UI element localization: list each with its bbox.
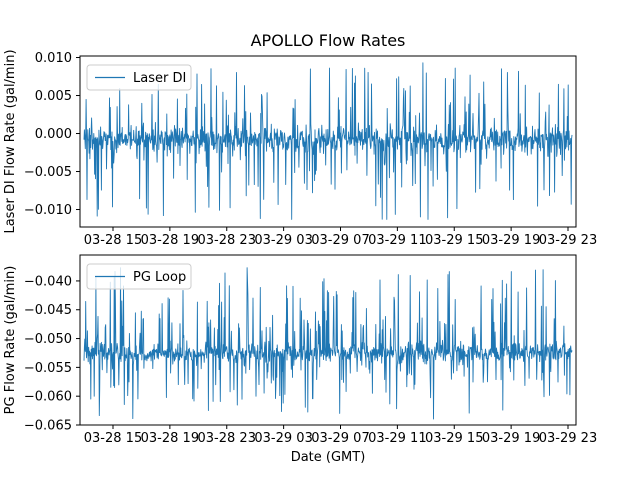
y-tick-label: −0.050 <box>24 332 72 347</box>
y-tick-label: 0.000 <box>35 127 72 142</box>
legend-pg-loop: PG Loop <box>86 263 192 290</box>
y-tick-label: 0.005 <box>35 89 72 104</box>
x-tick-label: 03-29 07 <box>311 233 369 248</box>
axes-frame <box>79 55 577 228</box>
x-tick-label: 03-29 07 <box>311 431 369 446</box>
y-tick-label: −0.045 <box>24 303 72 318</box>
x-tick-label: 03-29 15 <box>425 233 483 248</box>
y-tick-label: −0.040 <box>24 274 72 289</box>
pg-loop-series-line <box>83 267 573 420</box>
x-tick-label: 03-28 15 <box>84 431 142 446</box>
x-tick-label: 03-29 15 <box>425 431 483 446</box>
y-tick-label: −0.060 <box>24 390 72 405</box>
x-tick-label: 03-29 03 <box>254 233 312 248</box>
x-tick-label: 03-29 19 <box>482 233 540 248</box>
x-tick-label: 03-28 23 <box>198 233 256 248</box>
x-tick-label: 03-28 19 <box>141 233 199 248</box>
y-tick-label: −0.005 <box>24 165 72 180</box>
x-tick-label: 03-29 03 <box>254 431 312 446</box>
figure-title: APOLLO Flow Rates <box>251 31 406 50</box>
y-tick-label: −0.010 <box>24 203 72 218</box>
x-axis-label: Date (GMT) <box>291 450 366 465</box>
x-tick-label: 03-29 19 <box>482 431 540 446</box>
legend-laser-di: Laser DI <box>86 64 192 91</box>
legend-box <box>86 64 192 91</box>
legend-label: Laser DI <box>133 71 186 86</box>
x-tick-label: 03-29 23 <box>539 431 597 446</box>
y-axis-label: Laser DI Flow Rate (gal/min) <box>3 49 18 233</box>
legend-label: PG Loop <box>133 270 186 285</box>
y-tick-label: 0.010 <box>35 51 72 66</box>
legend-box <box>86 263 192 290</box>
x-tick-label: 03-28 19 <box>141 431 199 446</box>
x-tick-label: 03-29 11 <box>368 233 426 248</box>
y-tick-label: −0.065 <box>24 419 72 434</box>
y-axis-label: PG Flow Rate (gal/min) <box>3 266 18 415</box>
x-tick-label: 03-28 23 <box>198 431 256 446</box>
x-tick-label: 03-29 11 <box>368 431 426 446</box>
laser-di-series-line <box>83 62 573 220</box>
x-tick-label: 03-29 23 <box>539 233 597 248</box>
y-tick-label: −0.055 <box>24 361 72 376</box>
x-tick-label: 03-28 15 <box>84 233 142 248</box>
axes-frame <box>79 254 577 426</box>
bottom-subplot: −0.040 −0.045 −0.050 −0.055 −0.060 −0.065 03-2… <box>3 254 597 465</box>
